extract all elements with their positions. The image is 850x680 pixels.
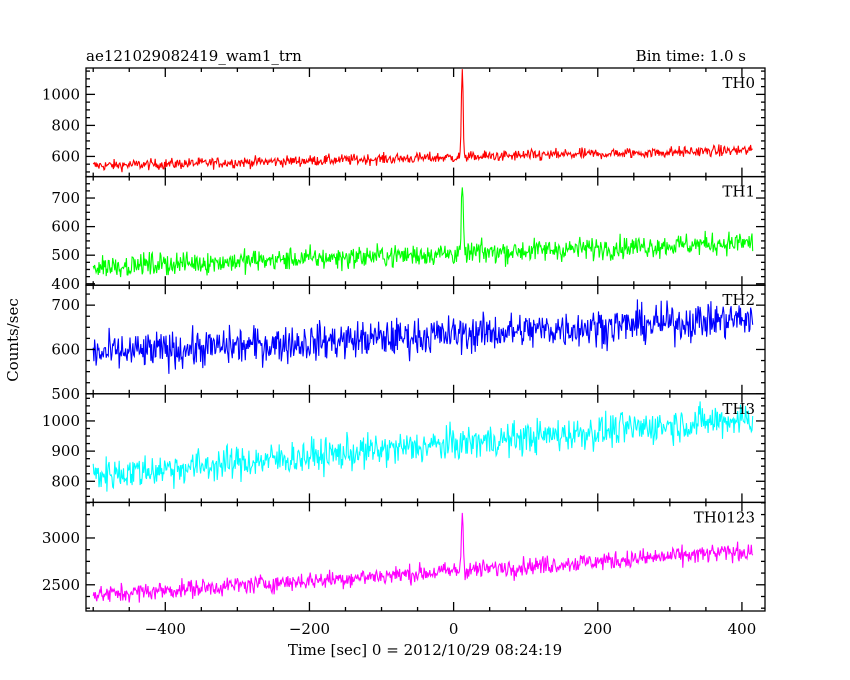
y-tick-label: 500 <box>51 385 80 403</box>
y-tick-label: 2500 <box>42 576 80 594</box>
series-line-th0123 <box>92 512 754 603</box>
y-tick-label: 900 <box>51 442 80 460</box>
panel-frame <box>85 175 766 286</box>
y-tick-label: 500 <box>51 246 80 264</box>
chart-title-left: ae121029082419_wam1_trn <box>86 47 302 65</box>
y-tick-label: 700 <box>51 296 80 314</box>
panel-frame <box>85 393 766 504</box>
x-tick-label: 0 <box>449 620 459 638</box>
y-tick-label: 600 <box>51 147 80 165</box>
y-tick-label: 600 <box>51 218 80 236</box>
panel-frame <box>85 67 766 178</box>
series-label-th3: TH3 <box>722 400 755 418</box>
y-tick-label: 1000 <box>42 412 80 430</box>
series-line-th1 <box>92 187 754 278</box>
panel-frame <box>85 501 766 612</box>
x-tick-label: −400 <box>145 620 186 638</box>
series-line-th3 <box>92 401 754 492</box>
y-tick-label: 400 <box>51 275 80 293</box>
series-line-th0 <box>92 69 753 173</box>
panel-th3: TH3 800 900 1000 <box>42 393 766 504</box>
series-label-th2: TH2 <box>722 291 755 309</box>
y-tick-label: 1000 <box>42 85 80 103</box>
y-tick-label: 3000 <box>42 529 80 547</box>
x-axis-label: Time [sec] 0 = 2012/10/29 08:24:19 <box>288 641 562 659</box>
series-label-th0123: TH0123 <box>694 508 755 526</box>
panel-th0: TH0 600 800 1000 <box>42 67 766 178</box>
series-label-th0: TH0 <box>722 74 755 92</box>
x-tick-label: 400 <box>728 620 757 638</box>
y-tick-label: 800 <box>51 116 80 134</box>
series-label-th1: TH1 <box>722 183 755 201</box>
panel-th0123: TH0123 2500 3000 <box>42 501 766 612</box>
chart-title-right: Bin time: 1.0 s <box>636 47 746 65</box>
x-tick-label: 200 <box>583 620 612 638</box>
y-tick-label: 700 <box>51 189 80 207</box>
y-tick-label: 600 <box>51 340 80 358</box>
y-axis-label: Counts/sec <box>4 298 22 382</box>
panel-th2: TH2 500 600 700 <box>51 284 766 403</box>
series-line-th2 <box>92 299 754 374</box>
panel-th1: TH1 400 500 600 700 <box>51 175 766 293</box>
x-tick-label: −200 <box>289 620 330 638</box>
chart-panels: TH0 600 800 1000 TH1 400 500 600 700 TH2 500 600 700… <box>42 67 766 638</box>
y-tick-label: 800 <box>51 472 80 490</box>
